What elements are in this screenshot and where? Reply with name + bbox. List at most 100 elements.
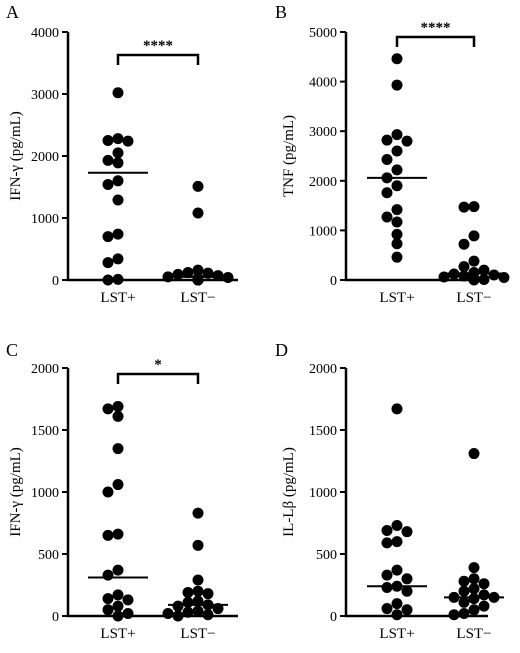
data-point (478, 600, 490, 612)
data-point (401, 135, 413, 147)
data-point (498, 272, 510, 284)
data-point (381, 569, 393, 581)
panel-letter: B (275, 2, 287, 22)
data-point (391, 228, 403, 240)
significance-label: * (154, 357, 162, 373)
data-point (401, 585, 413, 597)
data-point (112, 147, 124, 159)
data-point (391, 180, 403, 192)
x-category-label: LST+ (379, 290, 414, 306)
data-point (102, 231, 114, 243)
data-point (112, 443, 124, 455)
data-point (458, 201, 470, 213)
data-point (468, 573, 480, 585)
y-tick-label: 0 (52, 274, 59, 289)
data-point (448, 609, 460, 621)
data-point (112, 175, 124, 187)
data-point (391, 251, 403, 263)
data-point (112, 564, 124, 576)
data-point (112, 479, 124, 491)
data-point (381, 524, 393, 536)
data-point (102, 403, 114, 415)
data-point (468, 562, 480, 574)
data-point (391, 53, 403, 65)
data-point (102, 529, 114, 541)
data-point (102, 274, 114, 286)
data-point (458, 270, 470, 282)
data-point (468, 230, 480, 242)
data-point (112, 273, 124, 285)
data-point (478, 578, 490, 590)
chart-panel-c: C 0 500 1000 1500 2000 IFN-γ (pg/mL) LST+ LST− * (6, 340, 238, 642)
y-tick-label: 2000 (309, 362, 337, 377)
significance-label: **** (143, 38, 173, 54)
y-tick-label: 4000 (309, 76, 337, 91)
y-tick-label: 1500 (31, 424, 59, 439)
y-tick-label: 2000 (31, 150, 59, 165)
data-point (102, 604, 114, 616)
y-tick-label: 1000 (31, 486, 59, 501)
data-point (391, 238, 403, 250)
data-point (468, 448, 480, 460)
y-tick-label: 2000 (31, 362, 59, 377)
x-category-label: LST− (456, 290, 491, 306)
data-point (172, 600, 184, 612)
data-point (391, 129, 403, 141)
data-point (381, 153, 393, 165)
x-category-label: LST+ (100, 626, 135, 642)
data-point (112, 410, 124, 422)
panel-letter: A (6, 2, 19, 22)
data-point (458, 596, 470, 608)
x-category-label: LST− (456, 626, 491, 642)
data-point (192, 574, 204, 586)
data-point (391, 598, 403, 610)
y-tick-label: 1000 (31, 212, 59, 227)
data-point (112, 157, 124, 169)
data-point (112, 87, 124, 99)
chart-panel-b: B 0 1000 2000 3000 4000 5000 TNF (pg/mL) LST+ LST… (275, 2, 510, 306)
y-tick-label: 2000 (309, 175, 337, 190)
data-point (192, 507, 204, 519)
data-point (488, 269, 500, 281)
data-point (468, 274, 480, 286)
data-point (102, 179, 114, 191)
data-point (391, 216, 403, 228)
data-point (458, 238, 470, 250)
x-category-label: LST+ (379, 626, 414, 642)
data-point (391, 145, 403, 157)
data-point (172, 610, 184, 622)
data-point (391, 536, 403, 548)
data-point (162, 608, 174, 620)
data-point (381, 581, 393, 593)
data-point (192, 585, 204, 597)
y-tick-label: 3000 (309, 125, 337, 140)
data-point (391, 164, 403, 176)
data-point (192, 207, 204, 219)
data-point (458, 261, 470, 273)
y-tick-label: 0 (330, 610, 337, 625)
data-point (112, 228, 124, 240)
data-point (391, 519, 403, 531)
data-point (102, 154, 114, 166)
y-tick-label: 1500 (309, 424, 337, 439)
data-point (458, 608, 470, 620)
data-point (172, 268, 184, 280)
x-category-label: LST− (180, 626, 215, 642)
y-tick-label: 0 (330, 274, 337, 289)
data-point (381, 603, 393, 615)
data-point (381, 134, 393, 146)
data-point (112, 600, 124, 612)
data-point (182, 586, 194, 598)
data-point (381, 537, 393, 549)
data-point (112, 133, 124, 145)
panel-letter: C (6, 340, 18, 360)
data-point (401, 526, 413, 538)
data-point (468, 255, 480, 267)
data-point (112, 610, 124, 622)
data-point (468, 583, 480, 595)
data-point (478, 589, 490, 601)
data-point (102, 486, 114, 498)
data-point (381, 211, 393, 223)
x-category-label: LST− (180, 290, 215, 306)
data-point (391, 564, 403, 576)
